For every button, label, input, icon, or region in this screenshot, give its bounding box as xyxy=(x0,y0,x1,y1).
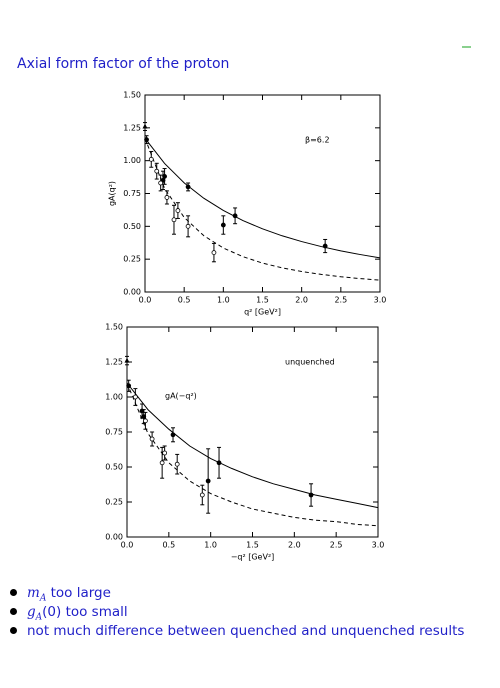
data-point xyxy=(211,250,217,256)
y-tick-label: 0.75 xyxy=(105,428,123,437)
plot-frame xyxy=(144,94,381,293)
y-tick-label: 0.00 xyxy=(105,533,123,542)
y-tick-label: 1.50 xyxy=(123,91,141,100)
fit-curve xyxy=(144,138,381,259)
data-point xyxy=(124,357,130,363)
x-tick-label: 0.0 xyxy=(121,541,134,550)
bullet-list: mA too large gA(0) too small not much diff… xyxy=(8,584,464,641)
data-point xyxy=(154,168,160,174)
data-point xyxy=(205,478,211,484)
data-point xyxy=(144,137,149,143)
x-tick-label: 3.0 xyxy=(374,296,387,305)
bullet-item: mA too large xyxy=(8,584,464,604)
data-point xyxy=(142,123,148,129)
bullet-dot xyxy=(10,589,17,596)
data-point xyxy=(126,383,132,389)
data-point xyxy=(170,432,176,438)
y-tick-label: 1.00 xyxy=(105,393,123,402)
plot-frame xyxy=(126,326,379,538)
data-point xyxy=(199,492,205,498)
bullet-dot xyxy=(10,627,17,634)
fit-curve xyxy=(126,382,379,509)
data-point xyxy=(162,174,167,179)
slide-title: Axial form factor of the proton xyxy=(17,56,230,72)
x-tick-label: 0.5 xyxy=(162,541,175,550)
x-tick-label: 1.5 xyxy=(246,541,259,550)
x-tick-label: 2.5 xyxy=(330,541,343,550)
bullet-text: too large xyxy=(50,585,111,601)
fit-curve xyxy=(144,138,381,281)
data-point xyxy=(308,492,314,498)
data-point xyxy=(220,222,226,228)
data-point xyxy=(158,180,164,186)
y-axis-label: gA(q²) xyxy=(108,181,117,206)
y-tick-label: 0.50 xyxy=(105,463,123,472)
x-tick-label: 2.0 xyxy=(288,541,301,550)
data-point xyxy=(174,461,180,467)
x-axis-label: −q² [GeV²] xyxy=(231,553,275,562)
bullet-text: not much difference between quenched and… xyxy=(27,623,465,639)
y-tick-label: 0.75 xyxy=(123,189,141,198)
annotation: unquenched xyxy=(285,358,335,367)
math: mA xyxy=(27,585,47,604)
math: gA xyxy=(27,604,43,623)
data-point xyxy=(216,460,222,466)
y-tick-label: 0.00 xyxy=(123,288,141,297)
bullet-text: too small xyxy=(65,604,128,620)
data-point xyxy=(159,460,165,466)
x-tick-label: 1.5 xyxy=(256,296,269,305)
data-point xyxy=(171,217,177,223)
y-tick-label: 0.25 xyxy=(105,498,123,507)
math-subscript: A xyxy=(35,612,43,623)
data-point xyxy=(322,243,328,249)
math-argument: (0) xyxy=(42,604,62,620)
bullet-dot xyxy=(10,608,17,615)
annotation: gA(−q²) xyxy=(165,392,197,401)
data-point xyxy=(185,223,191,229)
x-tick-label: 1.0 xyxy=(204,541,217,550)
data-point xyxy=(162,450,168,456)
y-tick-label: 1.00 xyxy=(123,156,141,165)
math-subscript: A xyxy=(39,593,47,604)
x-tick-label: 0.5 xyxy=(178,296,191,305)
y-tick-label: 1.25 xyxy=(105,358,123,367)
data-point xyxy=(143,418,148,424)
data-point xyxy=(148,156,154,162)
data-point xyxy=(132,394,138,400)
bullet-item: gA(0) too small xyxy=(8,603,464,623)
x-tick-label: 2.5 xyxy=(334,296,347,305)
data-point xyxy=(232,213,238,219)
y-tick-label: 0.25 xyxy=(123,255,141,264)
x-axis-label: q² [GeV²] xyxy=(244,308,281,317)
bullet-item: not much difference between quenched and… xyxy=(8,622,464,641)
x-tick-label: 0.0 xyxy=(139,296,152,305)
y-tick-label: 1.25 xyxy=(123,123,141,132)
data-point xyxy=(185,184,191,190)
y-tick-label: 0.50 xyxy=(123,222,141,231)
data-point xyxy=(149,436,155,442)
x-tick-label: 1.0 xyxy=(217,296,230,305)
data-point xyxy=(175,208,181,213)
y-tick-label: 1.50 xyxy=(105,323,123,332)
data-point xyxy=(164,195,170,200)
x-tick-label: 3.0 xyxy=(372,541,385,550)
x-tick-label: 2.0 xyxy=(295,296,308,305)
annotation: β=6.2 xyxy=(305,136,330,145)
